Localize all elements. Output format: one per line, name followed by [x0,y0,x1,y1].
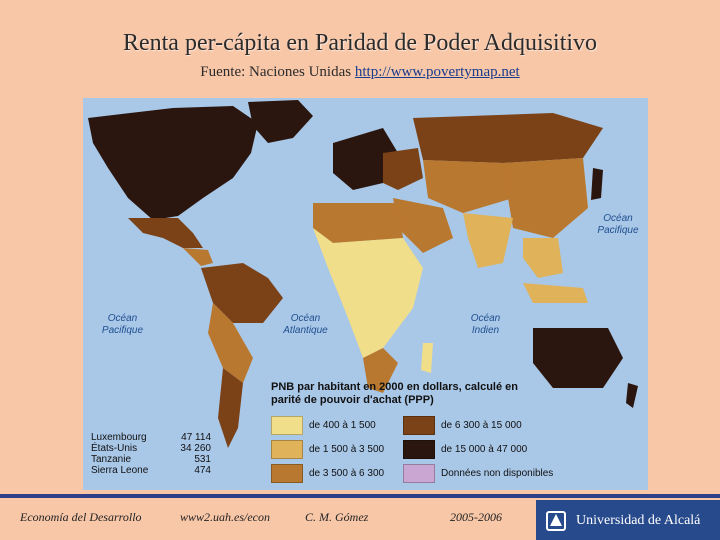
ocean-label-indian: Océan Indien [470,313,501,336]
region-sub-saharan-africa [313,228,423,358]
region-south-asia [463,213,513,268]
region-australia [533,328,623,388]
university-name: Universidad de Alcalá [576,512,701,528]
region-central-america [183,248,213,266]
ocean-label-pacific-right: Océan Pacifique [597,213,639,236]
region-new-zealand [626,383,638,408]
footer-url: www2.uah.es/econ [180,510,270,524]
region-china [503,158,588,238]
region-middle-east [393,198,453,253]
legend-swatch-1 [271,416,303,435]
footer-divider [0,494,720,498]
region-south-america-south [218,368,243,448]
region-eastern-europe [383,148,423,190]
example-value: 34 260 [180,443,211,454]
region-madagascar [421,343,433,373]
example-row: Sierra Leone 474 [91,465,211,476]
page-subtitle: Fuente: Naciones Unidas http://www.pover… [0,64,720,81]
source-label: Fuente: Naciones Unidas [200,64,352,80]
legend-item-2: de 1 500 à 3 500 [271,440,384,459]
legend-item-5: de 15 000 à 47 000 [403,440,527,459]
source-link[interactable]: http://www.povertymap.net [354,64,520,80]
legend-label-3: de 3 500 à 6 300 [309,468,385,479]
world-map: Océan Pacifique Océan Pacifique Océan At… [83,98,648,490]
legend-item-3: de 3 500 à 6 300 [271,464,384,483]
region-central-asia [423,160,513,213]
legend-swatch-6 [403,464,435,483]
legend-title: PNB par habitant en 2000 en dollars, cal… [271,381,518,406]
legend-swatch-2 [271,440,303,459]
example-country: Tanzanie [91,454,132,465]
world-map-svg [88,100,638,448]
region-russia [413,113,603,163]
example-value: 47 114 [181,432,211,443]
legend-label-4: de 6 300 à 15 000 [441,420,522,431]
region-south-america-north [201,263,283,323]
region-southeast-asia [523,238,563,278]
example-row: Tanzanie 531 [91,454,211,465]
page-title: Renta per-cápita en Paridad de Poder Adq… [122,30,598,56]
ocean-label-pacific-left: Océan Pacifique [101,313,144,336]
legend-swatch-3 [271,464,303,483]
legend-label-1: de 400 à 1 500 [309,420,376,431]
example-row: Luxembourg 47 114 [91,432,211,443]
legend-label-2: de 1 500 à 3 500 [309,444,385,455]
legend-item-1: de 400 à 1 500 [271,416,376,435]
example-country: Sierra Leone [91,465,149,476]
region-mexico [128,218,203,248]
region-north-africa [313,203,403,243]
legend-label-6: Données non disponibles [441,468,554,479]
example-list: Luxembourg 47 114 États-Unis 34 260 Tanz… [91,432,211,476]
ocean-label-atlantic: Océan Atlantique [283,313,328,336]
university-crest-icon [546,511,566,531]
example-value: 474 [194,465,211,476]
region-north-america [88,106,258,220]
region-south-america-mid [208,303,253,383]
legend-swatch-4 [403,416,435,435]
example-value: 531 [194,454,211,465]
footer: Economía del Desarrollo www2.uah.es/econ… [0,494,720,540]
university-logo: Universidad de Alcalá [536,500,720,540]
legend-label-5: de 15 000 à 47 000 [441,444,528,455]
example-country: États-Unis [91,443,138,454]
region-japan [591,168,603,200]
footer-course: Economía del Desarrollo [20,510,142,524]
region-indonesia [523,283,588,303]
example-row: États-Unis 34 260 [91,443,211,454]
legend-swatch-5 [403,440,435,459]
legend-item-6: Données non disponibles [403,464,553,483]
region-greenland [248,100,313,143]
legend-item-4: de 6 300 à 15 000 [403,416,522,435]
footer-author: C. M. Gómez [305,510,369,524]
region-western-europe [333,128,398,190]
example-country: Luxembourg [91,432,147,443]
region-southern-africa [363,348,398,393]
footer-years: 2005-2006 [450,510,502,524]
